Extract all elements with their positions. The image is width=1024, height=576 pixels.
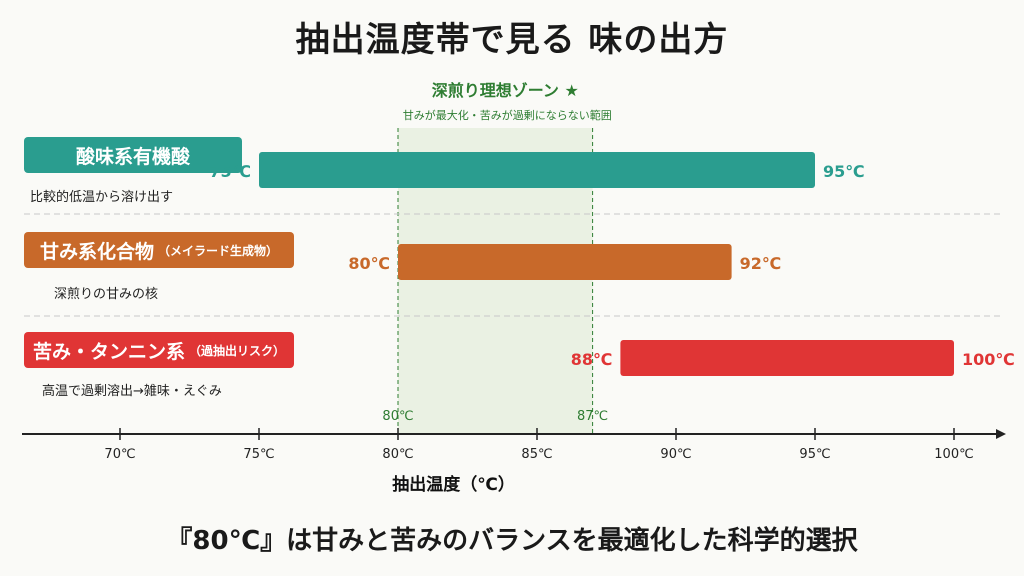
x-tick-label: 70℃ — [104, 447, 135, 462]
range-bar — [398, 244, 732, 280]
x-tick-label: 95℃ — [799, 447, 830, 462]
series-label-sweet: 甘み系化合物 （メイラード生成物） — [24, 232, 294, 268]
series-name: 酸味系有機酸 — [75, 145, 190, 168]
ideal-zone-title: 深煎り理想ゾーン ★ — [432, 81, 579, 100]
footer-caption: 『80℃』は甘みと苦みのバランスを最適化した科学的選択 — [166, 526, 858, 556]
series-note-bitter: 高温で過剰溶出→雑味・えぐみ — [42, 384, 222, 399]
bar-end-label: 92℃ — [740, 254, 782, 273]
series-note-acid: 比較的低温から溶け出す — [30, 190, 174, 205]
range-bar — [259, 152, 815, 188]
series-name-extra: （過抽出リスク） — [189, 343, 286, 358]
x-axis-title: 抽出温度（℃） — [392, 474, 515, 495]
series-name: 苦み・タンニン系 — [32, 340, 185, 363]
bar-end-label: 100℃ — [962, 350, 1015, 369]
ideal-zone-start-label: 80℃ — [382, 409, 413, 424]
bar-start-label: 88℃ — [571, 350, 613, 369]
range-bar — [620, 340, 954, 376]
bar-end-label: 95℃ — [823, 162, 865, 181]
ideal-zone-subtitle: 甘みが最大化・苦みが過剰にならない範囲 — [403, 108, 612, 122]
page-title: 抽出温度帯で見る 味の出方 — [295, 20, 729, 60]
ideal-zone-end-label: 87℃ — [577, 409, 608, 424]
series-name-extra: （メイラード生成物） — [158, 243, 279, 258]
series-label-acid: 酸味系有機酸 — [24, 137, 242, 173]
x-tick-label: 75℃ — [243, 447, 274, 462]
bar-start-label: 75℃ — [209, 162, 251, 181]
x-axis-arrow — [996, 429, 1006, 439]
series-name: 甘み系化合物 — [39, 240, 154, 263]
x-tick-label: 90℃ — [660, 447, 691, 462]
x-tick-label: 80℃ — [382, 447, 413, 462]
x-tick-label: 85℃ — [521, 447, 552, 462]
bar-start-label: 80℃ — [348, 254, 390, 273]
series-label-bitter: 苦み・タンニン系 （過抽出リスク） — [24, 332, 294, 368]
series-note-sweet: 深煎りの甘みの核 — [54, 287, 159, 302]
x-tick-label: 100℃ — [934, 447, 973, 462]
